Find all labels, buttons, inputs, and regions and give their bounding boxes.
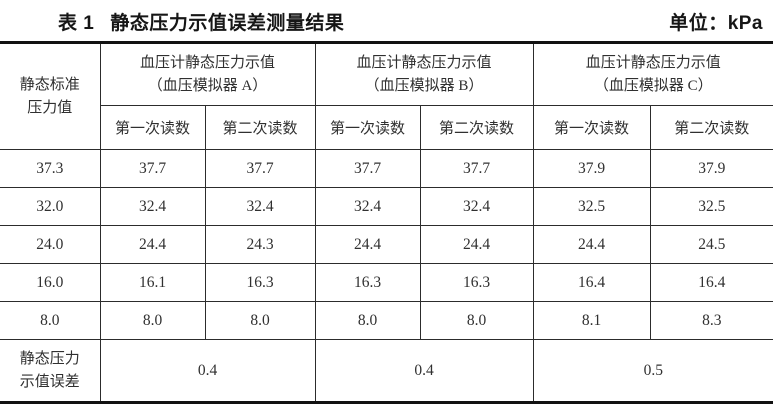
group-header-simulator-b: 血压计静态压力示值 （血压模拟器 B） — [314, 42, 534, 106]
reading-cell: 37.7 — [204, 149, 316, 188]
sub-header-a-second-reading: 第二次读数 — [204, 105, 316, 150]
group-c-subtitle: （血压模拟器 C） — [593, 77, 713, 94]
table-number-label: 表 1 — [58, 13, 95, 34]
reading-cell: 24.3 — [204, 225, 316, 264]
reading-cell: 16.3 — [419, 263, 534, 302]
error-label-line1: 静态压力 — [19, 351, 80, 367]
error-summary-row: 静态压力 示值误差 0.4 0.4 0.5 — [0, 339, 773, 403]
table-row: 37.3 37.7 37.7 37.7 37.7 37.9 37.9 — [0, 149, 773, 188]
reading-cell: 32.4 — [204, 187, 316, 226]
table-row: 24.0 24.4 24.3 24.4 24.4 24.4 24.5 — [0, 225, 773, 264]
reading-cell: 8.1 — [532, 301, 651, 340]
reading-cell: 24.5 — [649, 225, 773, 264]
error-label-line2: 示值误差 — [19, 373, 80, 390]
reading-cell: 16.1 — [99, 263, 206, 302]
sub-header-b-first-reading: 第一次读数 — [314, 105, 421, 150]
reading-cell: 8.3 — [649, 301, 773, 340]
reading-cell: 37.7 — [99, 149, 206, 188]
reading-cell: 24.4 — [314, 225, 421, 264]
reading-cell: 32.4 — [419, 187, 534, 226]
group-header-simulator-c: 血压计静态压力示值 （血压模拟器 C） — [532, 42, 773, 106]
reading-cell: 16.4 — [649, 263, 773, 302]
error-row-label: 静态压力 示值误差 — [0, 339, 101, 403]
sub-header-row: 第一次读数 第二次读数 第一次读数 第二次读数 第一次读数 第二次读数 — [0, 105, 773, 150]
group-a-title: 血压计静态压力示值 — [140, 55, 276, 71]
reading-cell: 32.5 — [649, 187, 773, 226]
caption-title-group: 表 1 静态压力示值误差测量结果 — [58, 8, 344, 35]
standard-pressure-cell: 32.0 — [0, 187, 101, 226]
reading-cell: 32.4 — [99, 187, 206, 226]
sub-header-c-first-reading: 第一次读数 — [532, 105, 651, 150]
reading-cell: 8.0 — [204, 301, 316, 340]
reading-cell: 16.3 — [204, 263, 316, 302]
reading-cell: 32.5 — [532, 187, 651, 226]
reading-cell: 37.9 — [649, 149, 773, 188]
table-row: 32.0 32.4 32.4 32.4 32.4 32.5 32.5 — [0, 187, 773, 226]
row-header-line2: 压力值 — [27, 99, 73, 116]
reading-cell: 16.4 — [532, 263, 651, 302]
group-header-row: 静态标准 压力值 血压计静态压力示值 （血压模拟器 A） 血压计静态压力示值 （… — [0, 42, 773, 150]
error-value-simulator-b: 0.4 — [314, 339, 534, 403]
reading-cell: 24.4 — [419, 225, 534, 264]
table-caption: 表 1 静态压力示值误差测量结果 单位：kPa — [0, 0, 773, 41]
standard-pressure-cell: 16.0 — [0, 263, 101, 302]
standard-pressure-cell: 37.3 — [0, 149, 101, 188]
reading-cell: 24.4 — [532, 225, 651, 264]
table-row: 8.0 8.0 8.0 8.0 8.0 8.1 8.3 — [0, 301, 773, 340]
reading-cell: 8.0 — [99, 301, 206, 340]
sub-header-a-first-reading: 第一次读数 — [100, 105, 206, 150]
reading-cell: 8.0 — [314, 301, 421, 340]
sub-header-b-second-reading: 第二次读数 — [419, 105, 534, 150]
group-a-subtitle: （血压模拟器 A） — [147, 77, 268, 94]
reading-cell: 16.3 — [314, 263, 421, 302]
reading-cell: 37.7 — [419, 149, 534, 188]
group-header-simulator-a: 血压计静态压力示值 （血压模拟器 A） — [99, 42, 316, 106]
measurement-results-table: 静态标准 压力值 血压计静态压力示值 （血压模拟器 A） 血压计静态压力示值 （… — [0, 41, 773, 404]
row-header-line1: 静态标准 — [19, 77, 80, 93]
unit-label: 单位：kPa — [669, 13, 763, 34]
reading-cell: 24.4 — [99, 225, 206, 264]
sub-header-c-second-reading: 第二次读数 — [649, 105, 773, 150]
group-c-title: 血压计静态压力示值 — [585, 55, 721, 71]
table-title: 静态压力示值误差测量结果 — [110, 13, 345, 34]
standard-pressure-cell: 8.0 — [0, 301, 101, 340]
reading-cell: 37.7 — [314, 149, 421, 188]
row-header-standard-pressure: 静态标准 压力值 — [0, 42, 101, 150]
standard-pressure-cell: 24.0 — [0, 225, 101, 264]
reading-cell: 32.4 — [314, 187, 421, 226]
error-value-simulator-a: 0.4 — [99, 339, 316, 403]
group-b-title: 血压计静态压力示值 — [356, 55, 492, 71]
reading-cell: 8.0 — [419, 301, 534, 340]
error-value-simulator-c: 0.5 — [532, 339, 773, 403]
reading-cell: 37.9 — [532, 149, 651, 188]
group-b-subtitle: （血压模拟器 B） — [364, 77, 484, 94]
table-row: 16.0 16.1 16.3 16.3 16.3 16.4 16.4 — [0, 263, 773, 302]
